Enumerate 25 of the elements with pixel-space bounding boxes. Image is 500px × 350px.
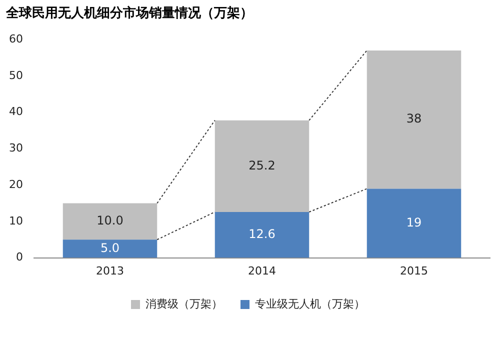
y-tick-label: 60 xyxy=(8,32,23,46)
legend-label: 专业级无人机（万架） xyxy=(255,297,365,310)
y-tick-label: 50 xyxy=(8,68,23,82)
bar xyxy=(62,240,158,258)
x-tick-label: 2015 xyxy=(400,264,428,278)
y-tick-label: 0 xyxy=(16,250,23,264)
bar xyxy=(366,50,462,189)
bar xyxy=(366,188,462,258)
y-tick-label: 40 xyxy=(8,105,23,118)
bar xyxy=(214,212,310,258)
chart-title: 全球民用无人机细分市场销量情况（万架） xyxy=(5,5,253,22)
y-tick-label: 30 xyxy=(8,142,23,155)
data-label: 25.2 xyxy=(248,158,276,172)
data-label: 38 xyxy=(406,112,422,126)
data-label: 12.6 xyxy=(248,227,276,242)
bar xyxy=(62,203,158,240)
y-tick-label: 20 xyxy=(8,178,23,191)
data-label: 10.0 xyxy=(96,214,124,228)
bar xyxy=(214,120,310,212)
y-tick-label: 10 xyxy=(8,214,23,228)
data-label: 5.0 xyxy=(100,240,120,255)
legend-label: 消费级（万架） xyxy=(146,297,222,310)
x-tick-label: 2014 xyxy=(248,264,276,278)
x-tick-label: 2013 xyxy=(96,264,124,278)
data-label: 19 xyxy=(406,215,422,230)
